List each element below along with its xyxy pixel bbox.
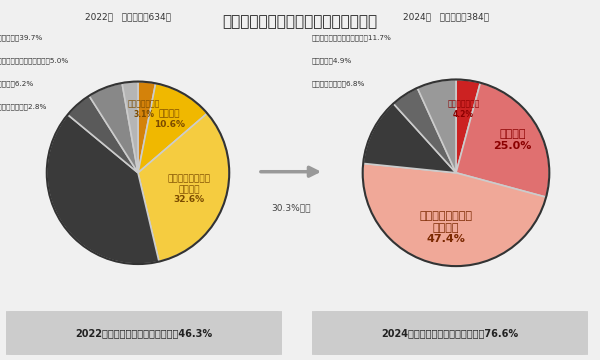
Text: どちらかといえば
上がった
47.4%: どちらかといえば 上がった 47.4% xyxy=(419,211,472,244)
Text: どちらかといえば下がった　5.0%: どちらかといえば下がった 5.0% xyxy=(0,58,69,64)
Wedge shape xyxy=(138,113,229,262)
Text: 2022年   回答者数：634人: 2022年 回答者数：634人 xyxy=(85,13,170,22)
Wedge shape xyxy=(456,83,550,197)
Text: とても下がった　2.8%: とても下がった 2.8% xyxy=(0,103,47,110)
Wedge shape xyxy=(138,83,207,173)
Wedge shape xyxy=(362,163,546,266)
Text: 今年に入って、年収は上がりましたか: 今年に入って、年収は上がりましたか xyxy=(223,14,377,29)
Wedge shape xyxy=(122,82,138,173)
Wedge shape xyxy=(363,104,456,173)
Wedge shape xyxy=(47,114,159,264)
Text: 2024年は年収が「上がった派」が76.6%: 2024年は年収が「上がった派」が76.6% xyxy=(382,328,518,338)
Bar xyxy=(295,56,305,66)
Wedge shape xyxy=(68,96,138,173)
Bar xyxy=(295,78,305,89)
Text: 下がった　4.9%: 下がった 4.9% xyxy=(312,58,352,64)
FancyBboxPatch shape xyxy=(0,311,290,355)
Wedge shape xyxy=(138,82,155,173)
Text: とても上がった
3.1%: とても上がった 3.1% xyxy=(128,99,160,118)
Wedge shape xyxy=(394,88,456,173)
Text: 30.3%増加: 30.3%増加 xyxy=(271,203,311,212)
FancyBboxPatch shape xyxy=(304,311,596,355)
Text: どちらかといえば下がった　11.7%: どちらかといえば下がった 11.7% xyxy=(312,35,392,41)
Text: 2022年は年収が「上がった派」が46.3%: 2022年は年収が「上がった派」が46.3% xyxy=(76,328,212,338)
Text: 下がった　6.2%: 下がった 6.2% xyxy=(0,80,34,87)
Bar xyxy=(295,33,305,43)
Wedge shape xyxy=(456,80,481,173)
Text: とても上がった
4.2%: とても上がった 4.2% xyxy=(448,99,479,119)
Text: 上がった
10.6%: 上がった 10.6% xyxy=(154,109,185,129)
Text: 上がった
25.0%: 上がった 25.0% xyxy=(493,130,532,151)
Text: 2024年   回答者数：384人: 2024年 回答者数：384人 xyxy=(403,13,488,22)
Text: どちらかといえば
上がった
32.6%: どちらかといえば 上がった 32.6% xyxy=(168,175,211,204)
Wedge shape xyxy=(89,83,138,173)
Wedge shape xyxy=(418,80,456,173)
Text: とても下がった　6.8%: とても下がった 6.8% xyxy=(312,80,365,87)
Text: 変わらない　39.7%: 変わらない 39.7% xyxy=(0,35,43,41)
